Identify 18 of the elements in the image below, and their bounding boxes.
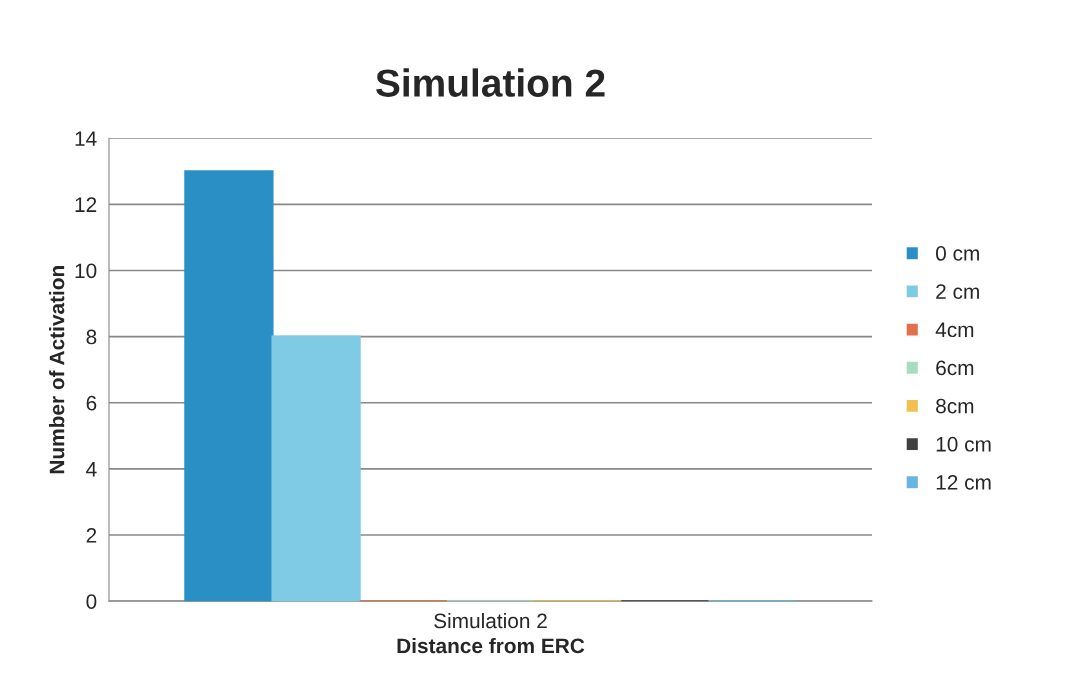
y-tick-label: 8 bbox=[86, 329, 97, 345]
y-tick-label: 14 bbox=[75, 131, 97, 146]
legend-label: 12 cm bbox=[936, 475, 991, 490]
legend-label: 0 cm bbox=[935, 246, 979, 261]
legend-label: 6cm bbox=[936, 360, 974, 376]
y-tick-label: 4 bbox=[86, 462, 97, 477]
legend-label: 2 cm bbox=[936, 284, 979, 299]
y-tick-label: 6 bbox=[86, 395, 97, 411]
x-axis-title: Distance from ERC bbox=[397, 637, 585, 654]
y-tick-label: 0 bbox=[86, 594, 97, 609]
legend-label: 10 cm bbox=[936, 436, 991, 452]
y-axis-title: Number of Activation bbox=[49, 266, 65, 474]
chart-title: Simulation 2 bbox=[376, 68, 605, 97]
legend-label: 8cm bbox=[936, 398, 974, 414]
y-tick-label: 12 bbox=[75, 197, 97, 212]
legend-label: 4cm bbox=[935, 322, 974, 338]
y-tick-label: 2 bbox=[86, 528, 97, 543]
y-tick-label: 10 bbox=[75, 263, 97, 279]
